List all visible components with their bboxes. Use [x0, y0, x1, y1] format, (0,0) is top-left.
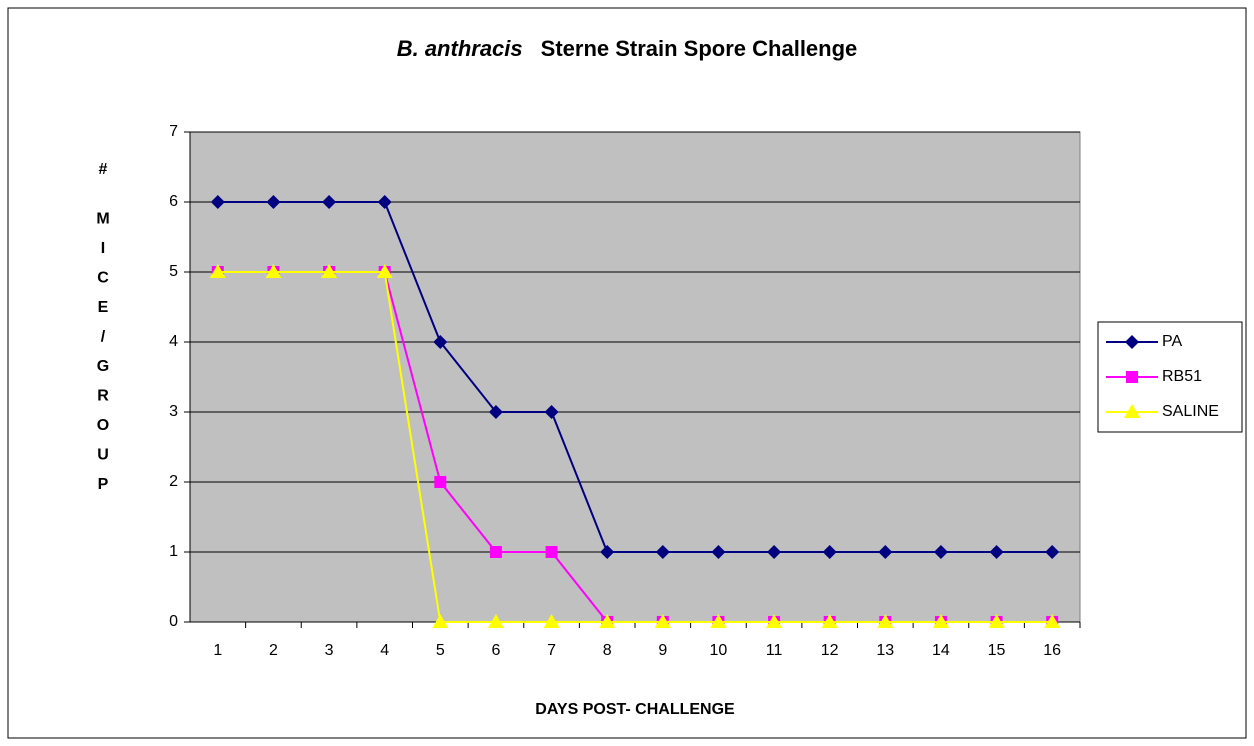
x-tick-label: 14	[932, 642, 950, 659]
title-italic: B. anthracis	[397, 36, 523, 61]
marker	[988, 614, 1005, 628]
y-label-char: E	[98, 299, 109, 316]
y-label-char: R	[97, 388, 109, 405]
x-tick-label: 9	[658, 642, 667, 659]
marker	[434, 476, 447, 488]
marker	[599, 614, 616, 628]
marker	[266, 195, 281, 209]
y-tick-label: 0	[169, 613, 178, 630]
marker	[209, 264, 226, 278]
marker	[1124, 404, 1140, 418]
marker	[1126, 371, 1138, 383]
y-tick-label: 5	[169, 263, 178, 280]
x-axis-label: DAYS POST- CHALLENGE	[535, 701, 735, 718]
series-line	[217, 201, 1053, 553]
x-tick-label: 7	[547, 642, 556, 659]
y-tick-label: 4	[169, 333, 178, 350]
x-tick-label: 11	[766, 642, 783, 659]
y-label-char: P	[98, 476, 109, 493]
y-tick-label: 3	[169, 403, 178, 420]
y-label-char: G	[97, 358, 109, 375]
y-label-char: O	[97, 417, 109, 434]
x-tick-label: 8	[603, 642, 612, 659]
marker	[932, 614, 949, 628]
y-label-char: I	[101, 240, 105, 257]
y-label-char: /	[101, 329, 106, 346]
marker	[265, 264, 282, 278]
title-text: Sterne Strain Spore Challenge	[541, 36, 858, 61]
marker	[432, 614, 449, 628]
plot-area	[189, 131, 1081, 623]
marker	[489, 546, 502, 558]
marker	[710, 614, 727, 628]
y-label-char: C	[97, 270, 109, 287]
x-tick-label: 1	[213, 642, 222, 659]
marker	[322, 195, 337, 209]
marker	[600, 545, 615, 559]
marker	[433, 335, 448, 349]
series-line	[217, 271, 1053, 623]
legend-marker	[1124, 404, 1140, 418]
marker	[377, 195, 392, 209]
marker	[655, 545, 670, 559]
y-tick-label: 6	[169, 193, 178, 210]
y-label-char: #	[99, 161, 108, 178]
legend-marker	[1125, 335, 1139, 349]
y-label-char: U	[97, 447, 109, 464]
marker	[933, 545, 948, 559]
legend-marker	[1126, 371, 1138, 383]
y-label-char: M	[96, 211, 109, 228]
marker	[1125, 335, 1139, 349]
chart-title: B. anthracis Sterne Strain Spore Challeng…	[397, 36, 858, 61]
y-tick-label: 7	[169, 123, 178, 140]
marker	[488, 405, 503, 419]
y-tick-label: 2	[169, 473, 178, 490]
x-tick-label: 6	[491, 642, 500, 659]
marker	[1045, 545, 1060, 559]
x-tick-label: 5	[436, 642, 445, 659]
legend-label: PA	[1162, 333, 1182, 350]
y-tick-label: 1	[169, 543, 178, 560]
x-tick-label: 16	[1043, 642, 1061, 659]
x-tick-label: 10	[710, 642, 728, 659]
y-axis-label: # M I C E / G R O U P	[96, 161, 109, 493]
x-tick-label: 2	[269, 642, 278, 659]
marker	[321, 264, 338, 278]
legend-box	[1097, 321, 1243, 433]
x-tick-label: 3	[325, 642, 334, 659]
marker	[654, 614, 671, 628]
marker	[766, 614, 783, 628]
legend-label: SALINE	[1162, 403, 1219, 420]
marker	[989, 545, 1004, 559]
marker	[711, 545, 726, 559]
marker	[544, 405, 559, 419]
x-tick-label: 12	[821, 642, 839, 659]
marker	[878, 545, 893, 559]
marker	[543, 614, 560, 628]
marker	[877, 614, 894, 628]
marker	[210, 195, 225, 209]
marker	[822, 545, 837, 559]
marker	[1044, 614, 1061, 628]
x-tick-label: 15	[988, 642, 1006, 659]
marker	[376, 264, 393, 278]
marker	[821, 614, 838, 628]
legend-label: RB51	[1162, 368, 1202, 385]
x-tick-label: 4	[380, 642, 389, 659]
marker	[545, 546, 558, 558]
marker	[767, 545, 782, 559]
marker	[487, 614, 504, 628]
x-tick-label: 13	[876, 642, 894, 659]
